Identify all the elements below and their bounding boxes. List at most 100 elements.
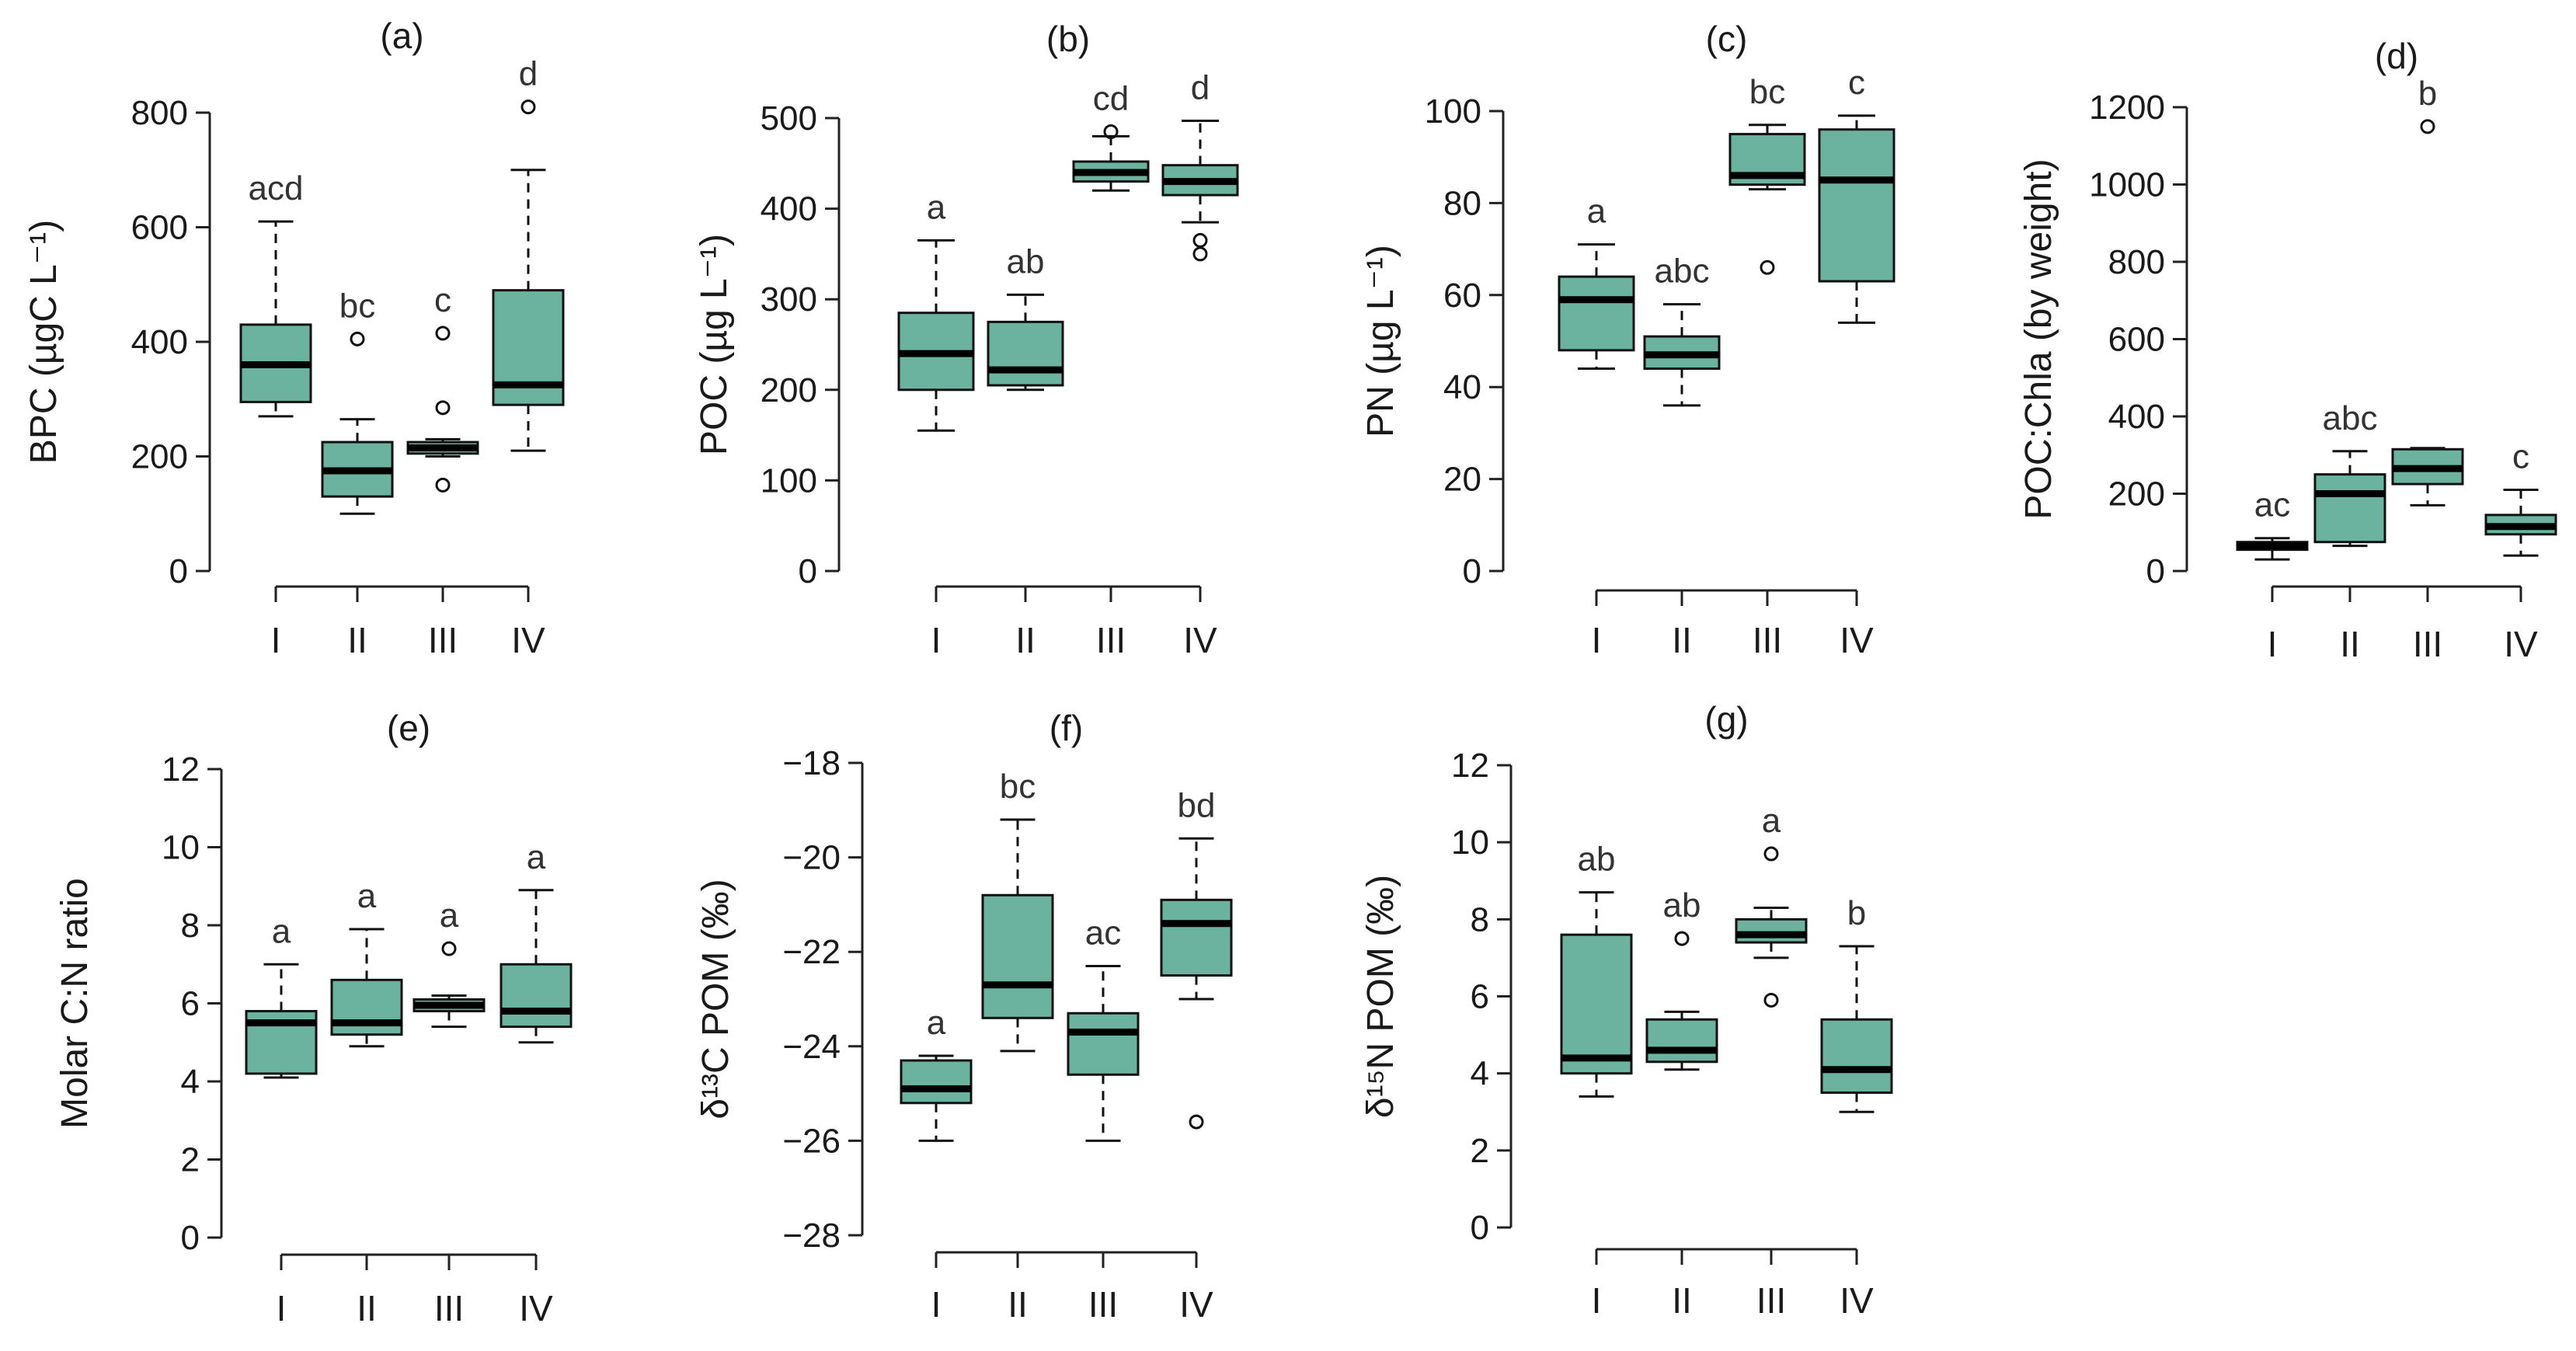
panel-title: (c) <box>1706 19 1748 59</box>
y-tick-label: 1200 <box>2089 89 2165 127</box>
y-tick-label: 0 <box>799 552 817 590</box>
significance-letter: acd <box>249 169 304 207</box>
x-tick-label: III <box>1096 620 1126 660</box>
x-tick-label: II <box>1015 620 1036 660</box>
iqr-box <box>981 893 1054 1019</box>
y-tick-label: 400 <box>761 190 817 228</box>
y-tick-label: 80 <box>1443 184 1481 222</box>
iqr-box <box>1067 1012 1140 1076</box>
box-I: a <box>900 1004 973 1142</box>
y-tick-label: 400 <box>131 323 188 361</box>
iqr-box <box>1818 128 1895 283</box>
box-II: abc <box>2313 399 2386 548</box>
x-tick-label: I <box>1592 1280 1602 1321</box>
iqr-box <box>2313 473 2386 544</box>
x-tick-label: I <box>931 1284 942 1325</box>
outlier-point <box>1674 931 1690 946</box>
iqr-box <box>1560 933 1633 1075</box>
box-III: cd <box>1072 79 1150 192</box>
y-tick-label: −18 <box>782 744 841 782</box>
y-axis-label: POC:Chla (by weight) <box>2018 158 2059 519</box>
panel-title: (b) <box>1046 19 1090 59</box>
box-III: a <box>1735 802 1808 1008</box>
x-tick-label: II <box>1672 620 1692 660</box>
significance-letter: bc <box>1000 768 1036 806</box>
significance-letter: a <box>927 188 946 226</box>
iqr-box <box>1558 275 1635 352</box>
x-tick-label: II <box>1008 1284 1028 1325</box>
y-tick-label: 6 <box>181 985 200 1023</box>
y-tick-label: 10 <box>162 829 200 867</box>
x-tick-label: I <box>1592 620 1602 660</box>
y-tick-label: 0 <box>1463 552 1481 590</box>
y-tick-label: 800 <box>2108 243 2165 281</box>
x-tick-label: II <box>2340 624 2360 664</box>
significance-letter: ac <box>2254 486 2290 524</box>
significance-letter: bc <box>1749 73 1785 111</box>
outlier-point <box>1763 992 1779 1008</box>
significance-letter: abc <box>1655 252 1710 291</box>
significance-letter: c <box>2512 438 2529 476</box>
box-III: bc <box>1728 73 1806 275</box>
y-axis-label: Molar C:N ratio <box>54 878 96 1129</box>
box-IV: b <box>1820 894 1893 1113</box>
y-tick-label: 400 <box>2108 398 2165 436</box>
y-tick-label: 1000 <box>2089 166 2165 204</box>
box-II: bc <box>321 287 394 515</box>
x-tick-label: I <box>277 1288 287 1328</box>
y-tick-label: −24 <box>782 1028 841 1066</box>
box-I: a <box>245 912 318 1079</box>
significance-letter: d <box>519 55 538 93</box>
significance-letter: b <box>2418 75 2437 113</box>
box-III: ac <box>1067 914 1140 1142</box>
y-tick-label: 12 <box>1451 747 1489 785</box>
x-tick-label: III <box>2413 624 2442 664</box>
significance-letter: b <box>1847 894 1866 932</box>
significance-letter: d <box>1191 68 1210 106</box>
x-tick-label: IV <box>1840 620 1874 660</box>
significance-letter: ab <box>1578 841 1616 879</box>
y-tick-label: 0 <box>1471 1209 1489 1247</box>
iqr-box <box>330 978 403 1036</box>
x-tick-label: I <box>2268 624 2278 664</box>
y-tick-label: 8 <box>1471 900 1489 938</box>
y-tick-label: 4 <box>1471 1055 1489 1093</box>
x-tick-label: III <box>1756 1280 1786 1321</box>
y-tick-label: 500 <box>761 99 817 138</box>
y-tick-label: 200 <box>761 371 817 409</box>
y-tick-label: −20 <box>782 839 841 877</box>
y-tick-label: 200 <box>131 438 188 476</box>
outlier-point <box>1103 124 1119 139</box>
y-tick-label: 600 <box>2108 321 2165 359</box>
box-II: a <box>330 877 403 1048</box>
panel-title: (d) <box>2375 36 2418 76</box>
x-tick-label: IV <box>2504 624 2538 664</box>
significance-letter: c <box>1848 64 1865 102</box>
box-I: ab <box>1560 841 1633 1098</box>
iqr-box <box>500 963 573 1029</box>
y-tick-label: −28 <box>782 1217 841 1255</box>
y-tick-label: 10 <box>1451 823 1489 862</box>
significance-letter: a <box>927 1004 946 1042</box>
panel-title: (g) <box>1704 699 1748 740</box>
significance-letter: cd <box>1093 79 1129 117</box>
significance-letter: bc <box>339 287 375 325</box>
box-IV: a <box>500 838 573 1044</box>
y-tick-label: 12 <box>162 750 200 789</box>
outlier-point <box>441 941 457 956</box>
y-tick-label: 0 <box>181 1219 200 1257</box>
y-tick-label: 0 <box>2146 552 2165 590</box>
outlier-point <box>1763 846 1779 862</box>
box-IV: c <box>1818 64 1895 324</box>
y-tick-label: 2 <box>181 1141 200 1179</box>
y-tick-label: 600 <box>131 209 188 247</box>
x-tick-label: I <box>931 620 942 660</box>
outlier-point <box>435 326 451 341</box>
y-tick-label: −22 <box>782 933 841 971</box>
outlier-point <box>1192 246 1208 262</box>
outlier-point <box>1192 232 1208 248</box>
box-IV: bd <box>1160 786 1233 1130</box>
